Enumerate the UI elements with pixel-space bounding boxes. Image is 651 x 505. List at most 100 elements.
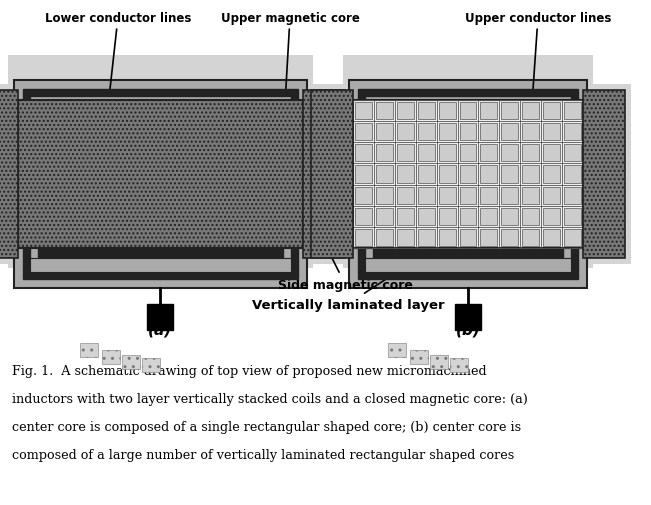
Bar (365, 259, 571, 273)
Text: Vertically laminated layer: Vertically laminated layer (252, 250, 445, 311)
Bar (397, 145, 414, 162)
Text: Lower conductor lines: Lower conductor lines (45, 12, 191, 103)
Text: Side magnetic core: Side magnetic core (277, 229, 413, 291)
Bar (564, 124, 581, 141)
Bar (418, 208, 435, 225)
Bar (460, 166, 477, 183)
Bar (303, 91, 344, 259)
Bar (522, 145, 539, 162)
Bar (355, 145, 372, 162)
Bar (543, 145, 560, 162)
Bar (460, 229, 477, 246)
Bar (418, 145, 435, 162)
Text: inductors with two layer vertically stacked coils and a closed magnetic core: (a: inductors with two layer vertically stac… (12, 392, 528, 405)
Bar (455, 305, 481, 330)
Bar (501, 166, 518, 183)
Bar (376, 166, 393, 183)
Bar (349, 81, 587, 288)
Bar (430, 356, 448, 369)
Bar (0, 91, 18, 259)
Bar (480, 208, 497, 225)
Bar (564, 103, 581, 120)
Bar (14, 81, 307, 288)
Bar (418, 187, 435, 205)
Bar (410, 350, 428, 364)
Bar (343, 56, 593, 269)
Bar (460, 208, 477, 225)
Bar (480, 187, 497, 205)
Bar (397, 208, 414, 225)
Bar (564, 208, 581, 225)
Bar (501, 187, 518, 205)
Bar (102, 350, 120, 364)
Bar (418, 103, 435, 120)
Bar (376, 208, 393, 225)
Bar (311, 91, 353, 259)
Bar (439, 103, 456, 120)
Bar (397, 229, 414, 246)
Text: composed of a large number of vertically laminated rectangular shaped cores: composed of a large number of vertically… (12, 448, 514, 461)
Bar (358, 90, 578, 279)
Bar (583, 91, 625, 259)
Bar (80, 343, 98, 358)
Bar (460, 124, 477, 141)
Bar (439, 229, 456, 246)
Bar (564, 229, 581, 246)
Bar (439, 145, 456, 162)
Bar (29, 259, 290, 273)
Bar (303, 85, 350, 265)
Bar (543, 208, 560, 225)
Bar (501, 229, 518, 246)
Bar (23, 90, 298, 279)
Bar (501, 145, 518, 162)
Bar (397, 103, 414, 120)
Bar (355, 229, 372, 246)
Bar (522, 124, 539, 141)
Bar (522, 229, 539, 246)
Bar (564, 166, 581, 183)
Bar (418, 124, 435, 141)
Bar (353, 101, 583, 248)
Bar (522, 208, 539, 225)
Bar (38, 105, 283, 265)
Bar (355, 187, 372, 205)
Text: Fig. 1.  A schematic drawing of top view of proposed new micromachined: Fig. 1. A schematic drawing of top view … (12, 364, 487, 377)
Bar (543, 187, 560, 205)
Text: Upper magnetic core: Upper magnetic core (221, 12, 359, 100)
Bar (365, 97, 571, 273)
Bar (8, 56, 312, 269)
Bar (439, 166, 456, 183)
Bar (373, 105, 563, 265)
Bar (18, 101, 303, 248)
Bar (376, 145, 393, 162)
Bar (355, 124, 372, 141)
Bar (142, 358, 160, 372)
Text: (a): (a) (148, 322, 172, 337)
Bar (388, 343, 406, 358)
Bar (0, 85, 18, 265)
Bar (376, 103, 393, 120)
Bar (501, 103, 518, 120)
Bar (397, 124, 414, 141)
Bar (376, 187, 393, 205)
Bar (564, 145, 581, 162)
Bar (355, 103, 372, 120)
Bar (543, 229, 560, 246)
Bar (522, 166, 539, 183)
Text: Upper conductor lines: Upper conductor lines (465, 12, 611, 100)
Bar (460, 187, 477, 205)
Bar (376, 229, 393, 246)
Bar (583, 85, 631, 265)
Bar (353, 101, 583, 248)
Bar (480, 166, 497, 183)
Bar (355, 208, 372, 225)
Bar (480, 145, 497, 162)
Bar (522, 187, 539, 205)
Bar (397, 166, 414, 183)
Bar (564, 187, 581, 205)
Bar (543, 103, 560, 120)
Bar (522, 103, 539, 120)
Text: center core is composed of a single rectangular shaped core; (b) center core is: center core is composed of a single rect… (12, 420, 521, 433)
Bar (305, 85, 353, 265)
Bar (460, 145, 477, 162)
